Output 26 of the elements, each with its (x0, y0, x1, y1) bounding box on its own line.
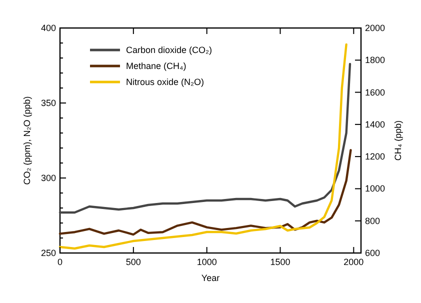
y-tick-label: 250 (40, 248, 56, 258)
legend-label: Nitrous oxide (N₂O) (126, 77, 204, 87)
line-series (58, 149, 352, 236)
x-axis-title: Year (201, 273, 220, 283)
y-tick-label: 300 (40, 173, 56, 183)
legend-label: Methane (CH₄) (126, 61, 186, 71)
x-tick-label: 2000 (344, 257, 364, 267)
line-series (58, 62, 352, 214)
line-series (58, 43, 348, 250)
y-tick-label: 350 (40, 98, 56, 108)
y2-tick-label: 1800 (365, 55, 386, 66)
legend-label: Carbon dioxide (CO₂) (126, 45, 212, 55)
y2-axis-title: CH₄ (ppb) (393, 120, 403, 161)
x-tick-label: 1500 (270, 257, 290, 267)
y2-tick-label: 1600 (365, 87, 386, 98)
x-tick-label: 1000 (196, 257, 217, 267)
y2-tick-label: 800 (365, 216, 380, 226)
y2-tick-label: 1000 (365, 184, 386, 194)
y2-tick-label: 1200 (365, 152, 386, 162)
y2-tick-label: 600 (365, 248, 380, 258)
y-tick-label: 400 (40, 23, 56, 33)
x-tick-label: 0 (57, 257, 63, 267)
y2-tick-label: 1400 (365, 119, 386, 130)
y-axis-title: CO₂ (ppm), N₂O (ppb) (22, 96, 32, 185)
y2-tick-label: 2000 (365, 23, 386, 33)
x-tick-label: 500 (126, 257, 141, 267)
